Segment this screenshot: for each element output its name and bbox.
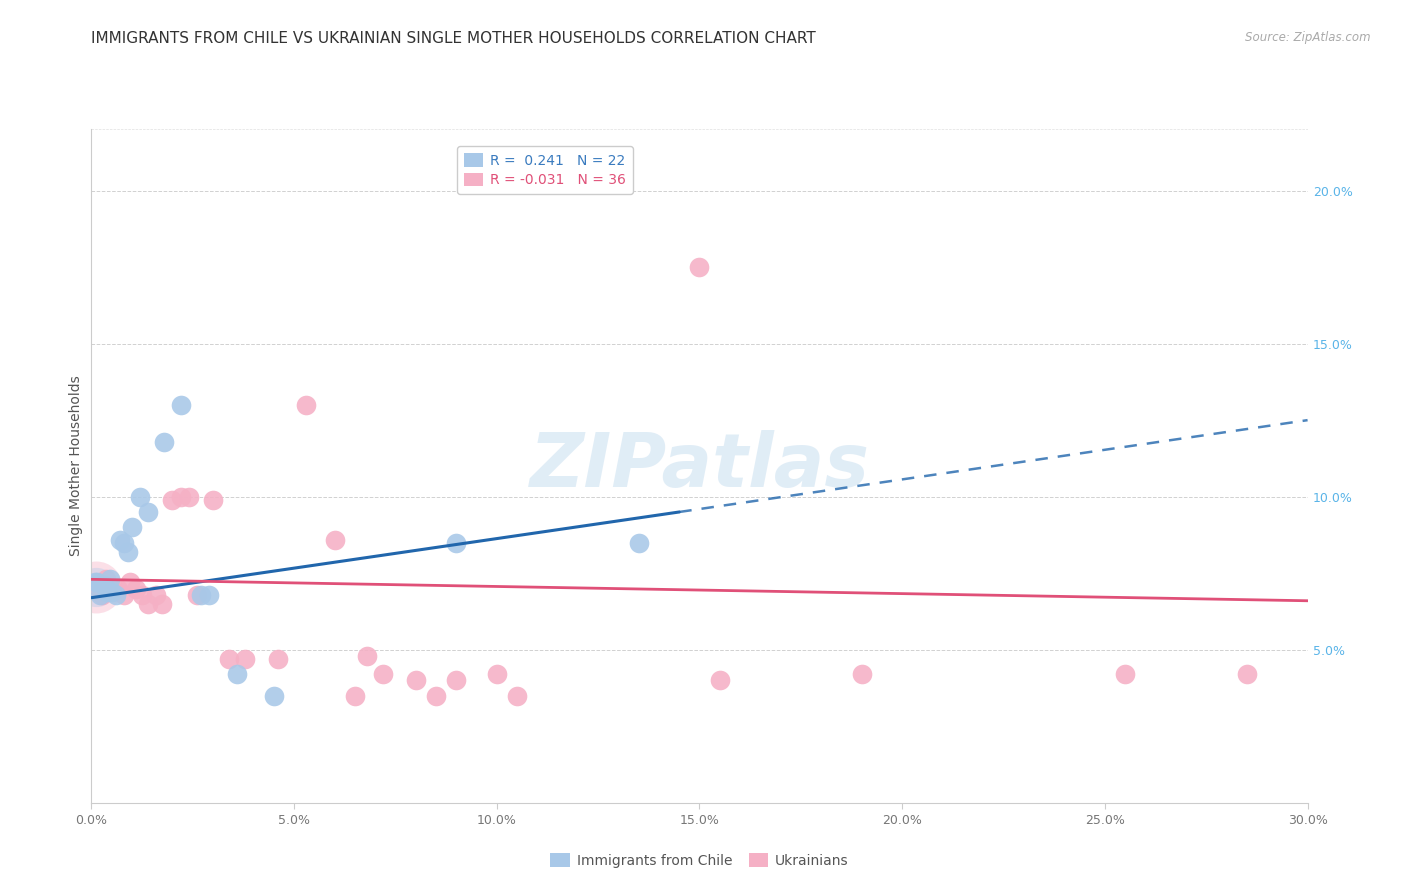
Point: [86, 575, 108, 590]
Text: ZIPatlas: ZIPatlas: [530, 430, 869, 502]
Point: [263, 689, 285, 703]
Point: [84, 580, 107, 594]
Point: [84, 582, 107, 596]
Point: [218, 652, 240, 666]
Point: [343, 689, 366, 703]
Point: [94, 572, 117, 586]
Point: [169, 490, 191, 504]
Point: [627, 535, 650, 549]
Point: [1114, 667, 1136, 681]
Point: [186, 588, 208, 602]
Point: [129, 490, 152, 504]
Point: [153, 434, 176, 449]
Point: [101, 584, 124, 599]
Point: [83, 575, 105, 590]
Text: Source: ZipAtlas.com: Source: ZipAtlas.com: [1246, 31, 1371, 45]
Point: [202, 492, 225, 507]
Point: [1236, 667, 1258, 681]
Point: [851, 667, 873, 681]
Point: [405, 673, 427, 688]
Y-axis label: Single Mother Households: Single Mother Households: [69, 376, 83, 557]
Point: [226, 667, 249, 681]
Point: [112, 535, 135, 549]
Point: [125, 582, 148, 596]
Point: [98, 572, 121, 586]
Point: [235, 652, 257, 666]
Point: [506, 689, 529, 703]
Point: [177, 490, 200, 504]
Point: [267, 652, 290, 666]
Point: [107, 582, 129, 596]
Point: [150, 597, 173, 611]
Point: [104, 588, 127, 602]
Point: [198, 588, 221, 602]
Point: [323, 533, 346, 547]
Point: [91, 588, 114, 602]
Point: [136, 597, 159, 611]
Point: [96, 584, 118, 599]
Point: [89, 588, 111, 602]
Point: [136, 505, 159, 519]
Point: [688, 260, 710, 274]
Point: [425, 689, 447, 703]
Point: [709, 673, 731, 688]
Text: IMMIGRANTS FROM CHILE VS UKRAINIAN SINGLE MOTHER HOUSEHOLDS CORRELATION CHART: IMMIGRANTS FROM CHILE VS UKRAINIAN SINGL…: [91, 31, 815, 46]
Point: [169, 398, 191, 412]
Legend: Immigrants from Chile, Ukrainians: Immigrants from Chile, Ukrainians: [544, 847, 855, 873]
Point: [84, 580, 107, 594]
Point: [131, 588, 153, 602]
Point: [485, 667, 508, 681]
Point: [93, 578, 115, 592]
Point: [117, 545, 139, 559]
Point: [118, 575, 141, 590]
Point: [295, 398, 318, 412]
Point: [444, 535, 467, 549]
Point: [108, 533, 131, 547]
Point: [190, 588, 212, 602]
Point: [112, 588, 135, 602]
Point: [162, 492, 184, 507]
Point: [373, 667, 395, 681]
Point: [121, 520, 143, 534]
Point: [100, 582, 122, 596]
Point: [356, 648, 378, 663]
Point: [87, 584, 110, 599]
Point: [444, 673, 467, 688]
Point: [145, 588, 167, 602]
